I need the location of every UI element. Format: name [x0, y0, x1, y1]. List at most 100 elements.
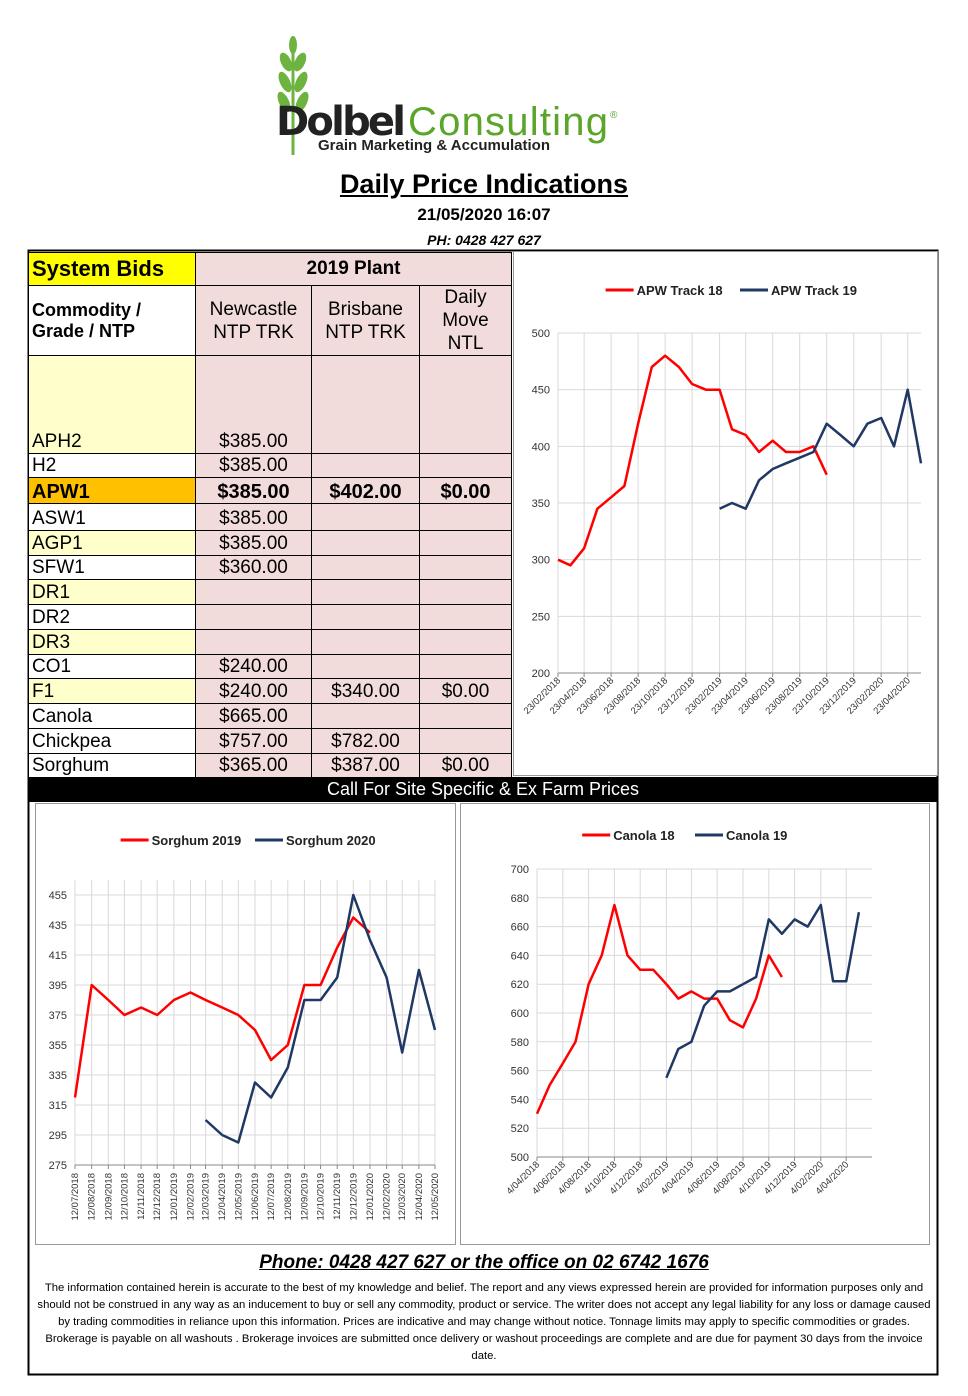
table-cell: APW1 — [28, 477, 196, 504]
series-line — [719, 388, 923, 510]
y-tick-label: 350 — [532, 498, 550, 510]
y-tick-label: 315 — [49, 1100, 67, 1112]
legend-label: APW Track 19 — [771, 283, 857, 298]
footer-phone: Phone: 0428 427 627 or the office on 02 … — [259, 1252, 709, 1273]
y-tick-label: 520 — [511, 1123, 529, 1135]
table-cell: CO1 — [28, 654, 196, 679]
table-cell: SFW1 — [28, 555, 196, 580]
table-cell — [311, 453, 420, 478]
y-tick-label: 500 — [532, 328, 550, 340]
table-cell — [418, 703, 513, 729]
table-cell: Chickpea — [28, 728, 196, 754]
y-tick-label: 540 — [511, 1094, 529, 1106]
logo-mark: ® — [610, 110, 618, 121]
table-row: ASW1 $385.00 — [28, 503, 513, 531]
table-cell: $385.00 — [195, 453, 312, 478]
x-tick-label: 12/11/2019 — [332, 1173, 343, 1220]
table-cell: Sorghum — [28, 753, 196, 778]
table-cell — [311, 604, 420, 630]
y-tick-label: 415 — [49, 950, 67, 962]
y-tick-label: 250 — [532, 611, 550, 623]
table-cell: $385.00 — [195, 477, 312, 504]
y-tick-label: 620 — [511, 979, 529, 991]
table-cell: Newcastle NTP TRK — [195, 285, 312, 356]
table-cell — [418, 579, 513, 605]
x-tick-label: 12/12/2019 — [348, 1173, 359, 1221]
table-cell — [311, 503, 420, 531]
table-cell: $365.00 — [195, 753, 312, 778]
legend-label: Sorghum 2019 — [152, 833, 242, 848]
table-row: F1 $240.00 $340.00 $0.00 — [28, 678, 513, 704]
series-line — [73, 916, 371, 1098]
legend-label: Canola 18 — [613, 828, 674, 843]
y-tick-label: 500 — [511, 1152, 529, 1164]
banner: Call For Site Specific & Ex Farm Prices — [28, 777, 938, 802]
table-cell: $0.00 — [418, 678, 513, 704]
x-tick-label: 12/10/2019 — [316, 1173, 327, 1221]
y-tick-label: 275 — [49, 1160, 67, 1172]
x-tick-label: 12/02/2019 — [186, 1173, 197, 1221]
x-tick-label: 12/11/2018 — [136, 1173, 147, 1220]
x-tick-label: 12/05/2020 — [430, 1173, 441, 1221]
y-tick-label: 435 — [49, 920, 67, 932]
table-cell: $402.00 — [311, 477, 420, 504]
table-cell: Daily Move NTL — [418, 285, 513, 356]
table-row: Sorghum $365.00 $387.00 $0.00 — [28, 753, 513, 778]
table-cell: $0.00 — [418, 477, 513, 504]
phone: PH: 0428 427 627 — [427, 232, 541, 248]
logo-name: Dolbel — [276, 99, 406, 145]
series-line — [204, 893, 437, 1144]
y-tick-label: 600 — [511, 1008, 529, 1020]
x-tick-label: 12/03/2019 — [201, 1173, 212, 1221]
y-tick-label: 640 — [511, 950, 529, 962]
table-row: DR1 — [28, 579, 513, 605]
x-tick-label: 12/07/2018 — [70, 1173, 81, 1221]
table-cell: ASW1 — [28, 503, 196, 531]
table-cell — [195, 629, 312, 655]
x-tick-label: 12/04/2020 — [414, 1173, 425, 1221]
x-tick-label: 12/08/2019 — [283, 1173, 294, 1221]
y-tick-label: 560 — [511, 1066, 529, 1078]
table-cell: $240.00 — [195, 654, 312, 679]
y-tick-label: 700 — [511, 864, 529, 876]
table-cell: $240.00 — [195, 678, 312, 704]
y-tick-label: 295 — [49, 1130, 67, 1142]
table-row: APH2 $385.00 — [28, 355, 513, 454]
series-line — [535, 903, 783, 1115]
table-cell — [311, 579, 420, 605]
table-row: DR2 — [28, 604, 513, 630]
x-tick-label: 12/02/2020 — [382, 1173, 393, 1221]
table-cell: Canola — [28, 703, 196, 729]
table-row: APW1 $385.00 $402.00 $0.00 — [28, 477, 513, 504]
disclaimer: The information contained herein is accu… — [37, 1282, 931, 1362]
x-tick-label: 12/03/2020 — [397, 1173, 408, 1221]
series-line — [665, 903, 861, 1079]
x-tick-label: 12/10/2018 — [119, 1173, 130, 1221]
table-cell: Commodity / Grade / NTP — [28, 285, 196, 356]
x-tick-label: 12/05/2019 — [233, 1173, 244, 1221]
table-row: CO1 $240.00 — [28, 654, 513, 679]
y-tick-label: 680 — [511, 893, 529, 905]
table-row: DR3 — [28, 629, 513, 655]
y-tick-label: 400 — [532, 441, 550, 453]
table-row: Chickpea $757.00 $782.00 — [28, 728, 513, 754]
table-cell — [418, 654, 513, 679]
table-cell: $387.00 — [311, 753, 420, 778]
table-cell: $385.00 — [195, 355, 312, 454]
x-tick-label: 12/01/2019 — [169, 1173, 180, 1221]
logo-icon — [277, 36, 309, 155]
x-tick-label: 12/09/2018 — [103, 1173, 114, 1221]
y-tick-label: 580 — [511, 1037, 529, 1049]
legend-label: APW Track 18 — [637, 283, 723, 298]
table-cell: $385.00 — [195, 503, 312, 531]
table-cell: $665.00 — [195, 703, 312, 729]
table-cell: $0.00 — [418, 753, 513, 778]
table-cell — [311, 530, 420, 556]
series-line — [557, 354, 828, 567]
table-cell: APH2 — [28, 355, 196, 454]
chart-box — [460, 803, 930, 1245]
table-cell — [418, 530, 513, 556]
table-cell — [418, 453, 513, 478]
x-tick-label: 12/09/2019 — [299, 1173, 310, 1221]
table-cell: Brisbane NTP TRK — [311, 285, 420, 356]
